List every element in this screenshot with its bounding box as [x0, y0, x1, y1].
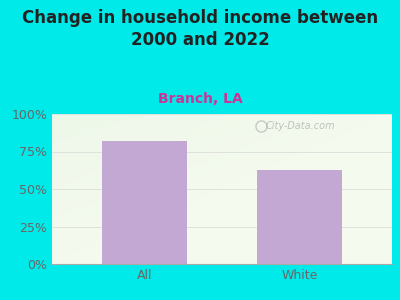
Text: Branch, LA: Branch, LA: [158, 92, 242, 106]
Text: City-Data.com: City-Data.com: [265, 121, 335, 131]
Text: Change in household income between
2000 and 2022: Change in household income between 2000 …: [22, 9, 378, 49]
Bar: [102, 141, 187, 264]
Bar: [257, 169, 342, 264]
